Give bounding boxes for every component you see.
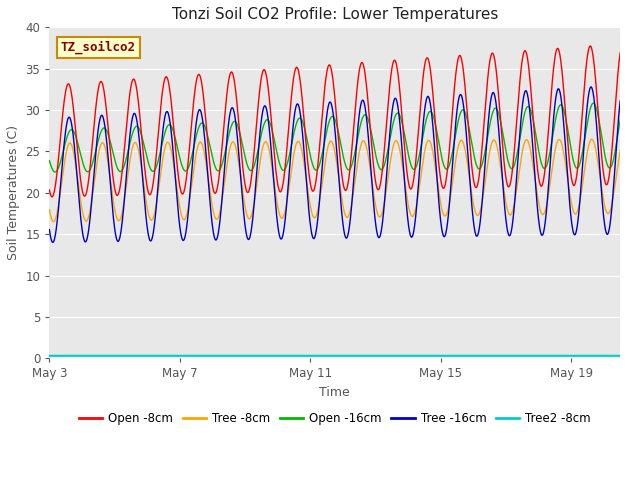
Y-axis label: Soil Temperatures (C): Soil Temperatures (C)	[7, 125, 20, 260]
Legend: Open -8cm, Tree -8cm, Open -16cm, Tree -16cm, Tree2 -8cm: Open -8cm, Tree -8cm, Open -16cm, Tree -…	[74, 407, 596, 430]
Title: Tonzi Soil CO2 Profile: Lower Temperatures: Tonzi Soil CO2 Profile: Lower Temperatur…	[172, 7, 498, 22]
X-axis label: Time: Time	[319, 386, 350, 399]
Text: TZ_soilco2: TZ_soilco2	[61, 40, 136, 54]
